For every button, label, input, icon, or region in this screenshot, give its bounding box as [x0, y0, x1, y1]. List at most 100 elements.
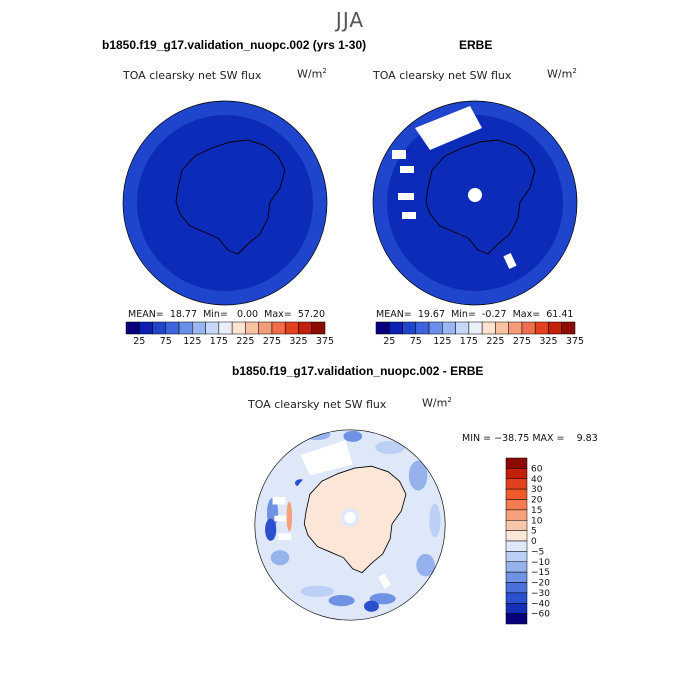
colorbar-box: [284, 321, 299, 335]
colorbar-tick-label: −20: [531, 579, 550, 589]
colorbar-box: [231, 321, 246, 335]
season-title: JJA: [335, 8, 365, 32]
pole-hole: [344, 511, 356, 524]
panel2-colorbar: 25 75 125 175 225 275 325 375: [375, 321, 584, 347]
map-boundary: [372, 100, 578, 306]
missing-data-patch: [398, 193, 414, 200]
colorbar-box: [508, 321, 523, 335]
colorbar-box: [311, 321, 326, 335]
colorbar-tick-label: 275: [263, 336, 281, 347]
colorbar-tick-label: 375: [566, 336, 584, 347]
colorbar-box: [415, 321, 430, 335]
colorbar-tick-label: 225: [236, 336, 254, 347]
missing-data-patch: [402, 212, 416, 219]
panel2-stats: MEAN= 19.67 Min= -0.27 Max= 61.41: [376, 309, 574, 320]
colorbar-box: [505, 530, 528, 542]
panel2-variable-label: TOA clearsky net SW flux: [373, 69, 512, 82]
colorbar-tick-label: 175: [210, 336, 228, 347]
colorbar-tick-label: 225: [486, 336, 504, 347]
colorbar-tick-label: 75: [410, 336, 422, 347]
colorbar-box: [505, 592, 528, 604]
colorbar-tick-label: 325: [539, 336, 557, 347]
colorbar-box: [178, 321, 193, 335]
colorbar-tick-label: 125: [433, 336, 451, 347]
anomaly-patch: [364, 600, 379, 612]
missing-data-patch: [274, 515, 288, 522]
positive-anomaly-patch: [286, 501, 293, 532]
colorbar-box: [505, 603, 528, 614]
colorbar-box: [495, 321, 509, 335]
colorbar-box: [205, 321, 220, 335]
colorbar-tick-label: −40: [531, 599, 550, 609]
colorbar-tick-label: 0: [531, 537, 537, 547]
panel3-stats: MIN = −38.75 MAX = 9.83: [462, 433, 598, 444]
interior-field: [387, 115, 563, 291]
panel1-stats: MEAN= 18.77 Min= 0.00 Max= 57.20: [128, 309, 326, 320]
colorbar-tick-label: 125: [183, 336, 201, 347]
colorbar-box: [548, 321, 562, 335]
colorbar-tick-label: 325: [289, 336, 307, 347]
colorbar-tick-label: 25: [133, 336, 145, 347]
colorbar-box: [389, 321, 403, 335]
colorbar-box: [455, 321, 470, 335]
colorbar-box: [468, 321, 483, 335]
colorbar-box: [505, 457, 528, 469]
colorbar-tick-label: 25: [383, 336, 395, 347]
colorbar-tick-label: 10: [531, 516, 543, 526]
map-boundary: [254, 429, 446, 621]
anomaly-patch: [429, 503, 441, 538]
colorbar-tick-label: −60: [531, 610, 550, 620]
colorbar-box: [481, 321, 496, 335]
colorbar-box: [505, 582, 528, 594]
colorbar-box: [298, 321, 312, 335]
map-boundary: [122, 100, 328, 306]
colorbar-tick-label: 375: [316, 336, 334, 347]
panel1-units: W/m2: [297, 67, 327, 81]
colorbar-tick-label: 60: [531, 464, 543, 474]
colorbar-box: [402, 321, 417, 335]
colorbar-tick-label: 40: [531, 475, 543, 485]
anomaly-patch: [304, 429, 331, 441]
anomaly-patch: [343, 430, 363, 442]
interior-field: [137, 115, 313, 291]
antarctica-coastline: [303, 465, 407, 574]
missing-data-patch: [503, 252, 517, 270]
missing-data-patch: [272, 497, 286, 505]
colorbar-box: [271, 321, 286, 335]
colorbar-box: [505, 613, 528, 625]
colorbar-box: [258, 321, 273, 335]
colorbar-box: [505, 499, 528, 511]
anomaly-patch: [265, 518, 277, 541]
colorbar-box: [505, 488, 528, 500]
colorbar-box: [505, 509, 528, 521]
colorbar-tick-label: 15: [531, 506, 542, 516]
colorbar-tick-label: −10: [531, 558, 550, 568]
colorbar-box: [534, 321, 549, 335]
colorbar-box: [152, 321, 167, 335]
colorbar-tick-label: 175: [460, 336, 478, 347]
colorbar-box: [505, 561, 528, 573]
panel3-variable-label: TOA clearsky net SW flux: [248, 398, 387, 411]
colorbar-box: [125, 321, 140, 335]
panel2-units: W/m2: [547, 67, 577, 81]
anomaly-patch: [300, 585, 335, 597]
colorbar-tick-label: 30: [531, 485, 543, 495]
colorbar-box: [521, 321, 536, 335]
colorbar-box: [505, 571, 528, 583]
colorbar-box: [192, 321, 206, 335]
anomaly-patch: [408, 460, 428, 491]
antarctica-coastline: [175, 139, 286, 255]
colorbar-box: [505, 468, 528, 479]
pole-hole: [468, 188, 482, 202]
panel3-title: b1850.f19_g17.validation_nuopc.002 - ERB…: [232, 364, 484, 378]
missing-data-patch: [300, 440, 353, 476]
colorbar-tick-label: −30: [531, 589, 550, 599]
colorbar-box: [561, 321, 576, 335]
panel3-units: W/m2: [422, 396, 452, 410]
panel1-map: [122, 100, 328, 306]
colorbar-box: [505, 478, 528, 490]
colorbar-box: [139, 321, 153, 335]
colorbar-tick-label: 20: [531, 496, 543, 506]
missing-data-patch: [400, 166, 414, 173]
